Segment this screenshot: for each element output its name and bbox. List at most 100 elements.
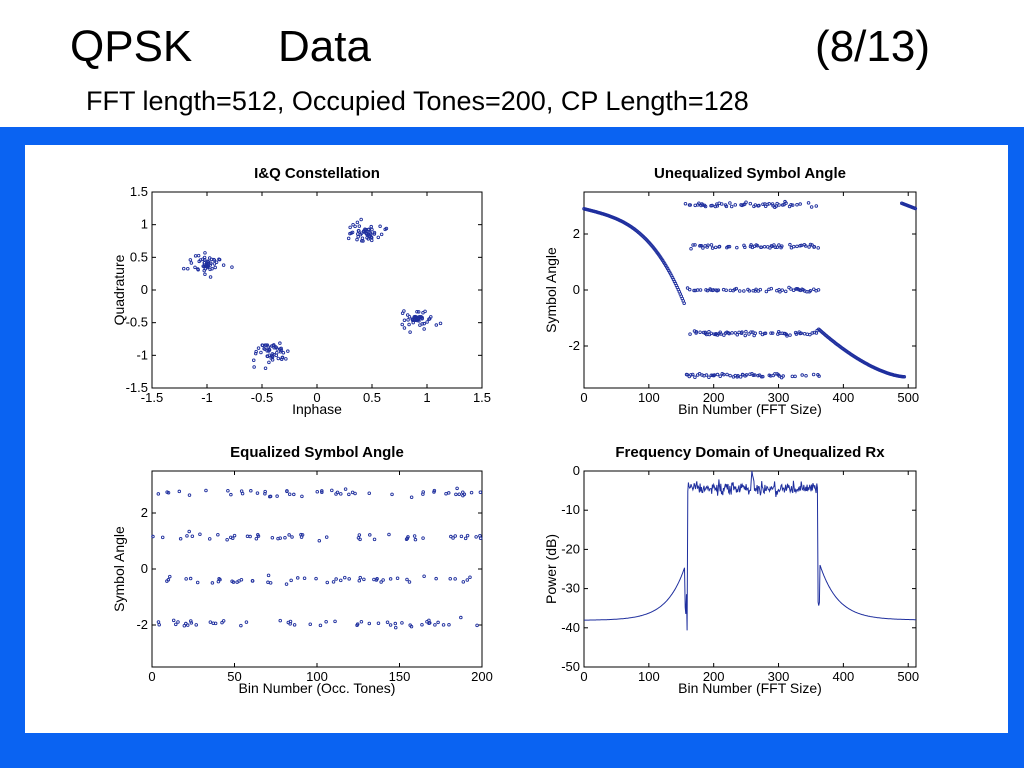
data-point [272, 346, 276, 350]
data-point [817, 374, 821, 378]
data-point [799, 243, 804, 248]
data-point [255, 491, 260, 495]
title-page-counter: (8/13) [815, 22, 930, 71]
data-point [809, 205, 814, 209]
data-point [209, 257, 214, 262]
y-tick-label: -40 [561, 620, 580, 635]
data-point [744, 373, 749, 377]
y-tick-label: -0.5 [126, 315, 148, 330]
data-point [688, 203, 692, 207]
x-tick-label: 500 [897, 390, 919, 405]
data-point [263, 366, 268, 370]
data-point [388, 623, 393, 627]
data-point [202, 263, 207, 267]
data-point [347, 492, 351, 497]
data-point [390, 492, 394, 497]
data-point [409, 624, 414, 629]
data-point [267, 360, 271, 365]
data-point [353, 224, 357, 229]
data-point [748, 372, 752, 377]
data-point [693, 375, 697, 379]
data-point [347, 577, 351, 581]
data-point [706, 243, 710, 248]
data-point [789, 202, 793, 207]
data-point [356, 536, 361, 540]
data-point [478, 534, 482, 538]
data-point [438, 321, 443, 326]
data-point [251, 358, 256, 362]
data-point [762, 244, 767, 249]
data-point [422, 327, 426, 331]
data-point [368, 234, 372, 239]
data-point [729, 204, 734, 209]
data-point [217, 257, 221, 261]
data-point [216, 579, 221, 584]
x-tick-label: 150 [389, 669, 411, 684]
data-point [793, 374, 797, 379]
data-point [691, 243, 695, 247]
data-point [416, 310, 421, 314]
x-tick-label: -1 [201, 390, 213, 405]
x-axis-label: Bin Number (FFT Size) [678, 680, 822, 696]
data-point [719, 332, 723, 336]
data-point [279, 346, 283, 351]
data-point [284, 357, 288, 361]
data-point [214, 260, 219, 264]
slide-title: QPSK Data (8/13) [70, 22, 930, 78]
y-axis-label: Power (dB) [543, 534, 559, 604]
data-point [362, 229, 366, 233]
data-point [292, 623, 297, 627]
data-point [276, 356, 281, 361]
data-point [367, 491, 371, 495]
data-point [280, 355, 285, 360]
y-tick-label: -1 [136, 347, 148, 362]
data-point [722, 333, 726, 337]
data-point [274, 353, 279, 358]
data-point [421, 492, 425, 496]
data-point [788, 242, 792, 247]
y-tick-label: -1.5 [126, 380, 148, 395]
data-point [263, 492, 267, 496]
data-point [207, 537, 212, 541]
data-point [421, 311, 425, 315]
data-point [372, 232, 377, 236]
data-point [355, 623, 359, 628]
data-point [698, 330, 702, 334]
data-point [265, 349, 269, 353]
data-point [185, 623, 190, 627]
data-point [685, 373, 690, 377]
data-point [428, 621, 432, 625]
data-point [381, 578, 385, 582]
data-point [256, 532, 260, 537]
x-tick-label: 300 [768, 390, 790, 405]
data-point [212, 258, 217, 262]
data-point [212, 262, 217, 266]
data-point [245, 534, 250, 539]
data-point [735, 333, 739, 337]
data-point [385, 620, 390, 624]
data-point [713, 245, 718, 250]
x-tick-label: 400 [833, 390, 855, 405]
x-tick-label: 100 [638, 669, 660, 684]
data-point [728, 201, 732, 205]
data-point [357, 579, 362, 583]
data-point [769, 286, 774, 291]
data-point [360, 236, 365, 240]
data-point [193, 265, 197, 270]
equalized-angle-axes-frame [151, 470, 483, 668]
data-point [368, 533, 372, 537]
data-point [441, 623, 446, 627]
data-point [751, 373, 756, 377]
data-point [710, 246, 715, 250]
data-point [220, 620, 224, 625]
data-point [463, 536, 468, 541]
data-point [465, 578, 470, 582]
data-point [275, 494, 279, 498]
data-point [448, 577, 452, 581]
x-tick-label: 1.5 [473, 390, 491, 405]
data-point [738, 375, 743, 379]
data-point [270, 344, 274, 348]
data-point [216, 533, 220, 537]
data-point [156, 620, 161, 624]
figure-canvas: -1.5 -1 -0.5 0 0.5 1 1.5 -1.5 -1 -0.5 0 0.5 1 1.5 I&Q … [111, 165, 919, 696]
